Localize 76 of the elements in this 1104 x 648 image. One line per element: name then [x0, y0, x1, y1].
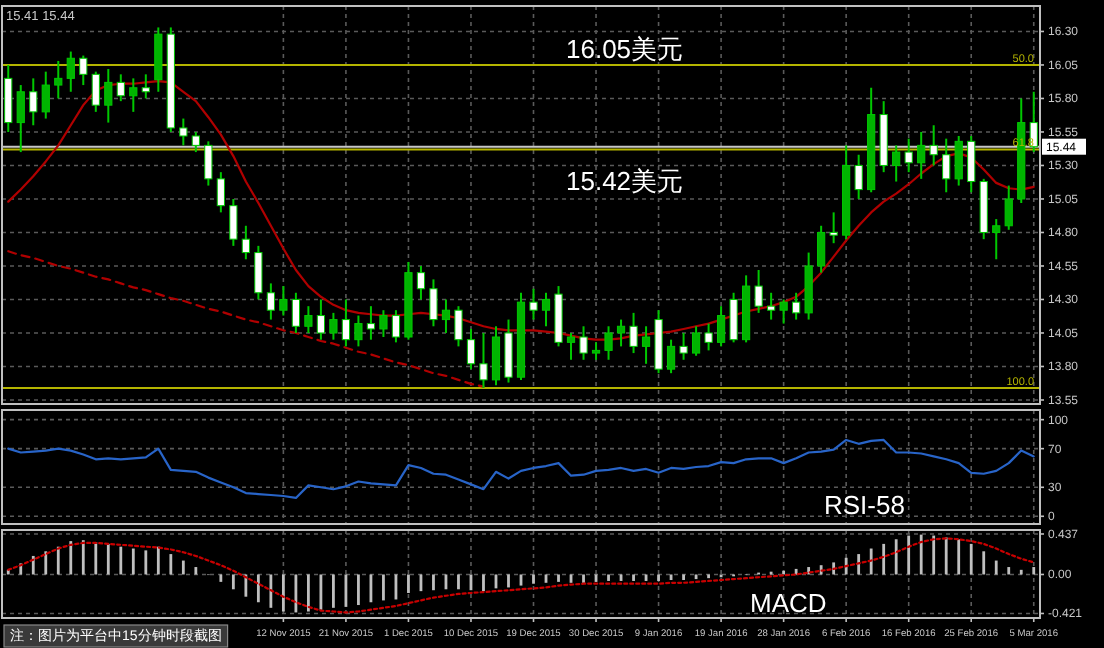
candlestick — [191, 130, 200, 154]
candlestick — [504, 318, 513, 384]
candlestick — [729, 291, 738, 344]
candlestick — [241, 224, 250, 261]
candlestick — [391, 309, 401, 344]
candlestick — [116, 73, 125, 103]
candlestick — [679, 331, 688, 361]
candlestick — [942, 137, 951, 194]
candlestick — [767, 291, 776, 321]
annotation: 16.05美元 — [566, 34, 684, 64]
candlestick — [179, 117, 188, 147]
candlestick — [316, 298, 325, 341]
candlestick — [79, 54, 88, 87]
candlestick — [279, 285, 288, 317]
annotation: MACD — [750, 588, 827, 618]
candlestick — [304, 305, 313, 334]
candlestick — [341, 298, 351, 348]
candlestick — [704, 322, 713, 352]
candlestick — [616, 318, 626, 348]
candlestick — [4, 63, 13, 133]
candlestick — [104, 67, 113, 124]
candlestick — [629, 311, 638, 355]
candlestick — [954, 134, 963, 187]
candlestick — [666, 338, 676, 375]
candlestick — [929, 124, 938, 167]
annotation: RSI-58 — [824, 490, 905, 520]
candlestick — [216, 171, 225, 214]
candlestick — [529, 287, 538, 321]
candlestick — [717, 305, 726, 348]
candlestick — [1004, 184, 1013, 231]
candlestick — [41, 70, 50, 120]
candlestick — [29, 77, 38, 127]
candlestick — [566, 331, 576, 361]
candlestick — [967, 134, 976, 194]
candlestick — [804, 251, 813, 321]
candlestick — [466, 327, 476, 371]
candlestick — [379, 309, 388, 338]
candlestick — [604, 325, 613, 361]
line-series — [7, 537, 1035, 614]
candlestick — [129, 77, 138, 113]
candlestick — [579, 325, 588, 361]
candlestick — [329, 311, 338, 341]
candlestick — [829, 211, 838, 245]
candlestick — [429, 278, 438, 328]
candlestick — [266, 282, 275, 321]
candlestick — [917, 130, 926, 180]
candlestick — [541, 291, 551, 328]
candlestick — [754, 268, 763, 314]
candlestick — [779, 298, 788, 325]
candlestick — [229, 197, 238, 247]
candlestick — [16, 84, 25, 154]
candlestick — [892, 144, 901, 183]
annotation: 15.42美元 — [566, 166, 684, 196]
candlestick — [141, 73, 150, 100]
candlestick — [691, 325, 701, 357]
candlestick — [904, 137, 913, 174]
candlestick — [792, 291, 801, 321]
candlestick — [641, 325, 651, 365]
candlestick — [416, 264, 426, 301]
candlestick — [354, 314, 363, 348]
candlestick — [204, 140, 213, 187]
candlestick — [366, 305, 376, 341]
candlestick — [992, 218, 1001, 261]
candlestick — [454, 305, 463, 348]
candlestick — [66, 50, 75, 93]
candlestick — [491, 325, 501, 387]
candlestick — [154, 26, 163, 93]
candlestick — [254, 244, 263, 301]
candlestick — [54, 59, 63, 100]
candlestick — [854, 153, 863, 200]
candlestick — [817, 224, 826, 274]
candlestick — [291, 291, 300, 334]
candlestick — [91, 70, 100, 113]
line-series — [7, 250, 485, 388]
candlestick — [479, 331, 488, 389]
candlestick — [441, 298, 451, 334]
